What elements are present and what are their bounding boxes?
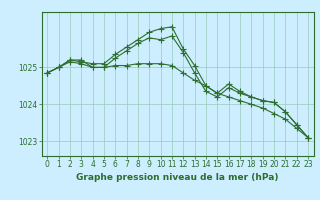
X-axis label: Graphe pression niveau de la mer (hPa): Graphe pression niveau de la mer (hPa) [76, 173, 279, 182]
